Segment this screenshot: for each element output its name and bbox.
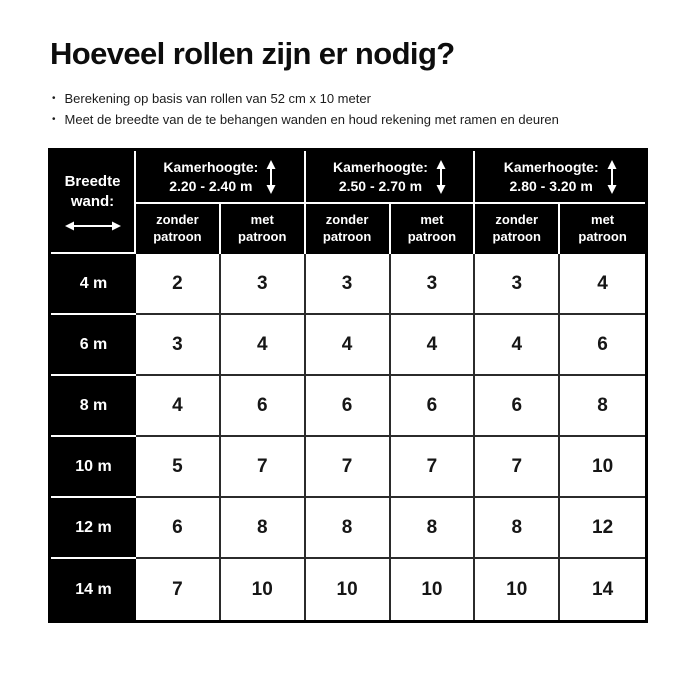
column-group-kamerhoogte-220-240: Kamerhoogte: 2.20 - 2.40 m	[136, 151, 306, 204]
table-cell: 6	[475, 376, 561, 437]
table-cell: 10	[475, 559, 561, 620]
table-cell: 6	[305, 376, 391, 437]
group-header-line2: 2.50 - 2.70 m	[338, 177, 423, 194]
group-header-text: Kamerhoogte: 2.20 - 2.40 m	[163, 158, 258, 194]
sub-header-zonder-patroon: zonder patroon	[305, 204, 391, 254]
table-cell: 3	[390, 254, 476, 315]
table-cell: 7	[475, 437, 561, 498]
group-header-text: Kamerhoogte: 2.50 - 2.70 m	[333, 158, 428, 194]
horizontal-double-arrow-icon	[64, 221, 121, 231]
table-cell: 7	[220, 437, 306, 498]
group-header-line1: Kamerhoogte:	[333, 159, 428, 176]
row-header: 8 m	[51, 376, 136, 437]
table-cell: 6	[220, 376, 306, 437]
column-group-kamerhoogte-250-270: Kamerhoogte: 2.50 - 2.70 m	[305, 151, 476, 204]
corner-header-line1: Breedte	[64, 173, 121, 190]
table-cell: 3	[220, 254, 306, 315]
group-header-line1: Kamerhoogte:	[503, 159, 599, 176]
row-header: 10 m	[51, 437, 136, 498]
group-header-line2: 2.80 - 3.20 m	[509, 177, 593, 194]
table-cell: 3	[305, 254, 391, 315]
vertical-double-arrow-icon	[607, 159, 617, 194]
table-cell: 14	[560, 559, 645, 620]
table-cell: 10	[305, 559, 391, 620]
table-cell: 4	[390, 315, 476, 376]
table-cell: 8	[560, 376, 645, 437]
bullet-icon: •	[52, 114, 56, 125]
row-header: 14 m	[51, 559, 136, 620]
bullet-text: Meet de breedte van de te behangen wande…	[64, 112, 559, 127]
table-cell: 10	[390, 559, 476, 620]
table-cell: 6	[560, 315, 645, 376]
table-cell: 7	[390, 437, 476, 498]
table-cell: 3	[475, 254, 561, 315]
table-cell: 2	[136, 254, 221, 315]
group-header-line1: Kamerhoogte:	[163, 159, 259, 176]
table-cell: 5	[136, 437, 221, 498]
table-cell: 7	[136, 559, 221, 620]
rolls-needed-table: Breedte wand: Kamerhoogte: 2.20 - 2.40 m	[48, 148, 648, 623]
sub-header-met-patroon: met patroon	[390, 204, 476, 254]
table-cell: 10	[560, 437, 645, 498]
table-cell: 4	[220, 315, 306, 376]
table-cell: 7	[305, 437, 391, 498]
group-header-text: Kamerhoogte: 2.80 - 3.20 m	[504, 158, 599, 194]
table-cell: 8	[390, 498, 476, 559]
vertical-double-arrow-icon	[436, 159, 446, 194]
page-title: Hoeveel rollen zijn er nodig?	[50, 36, 455, 71]
table-cell: 8	[220, 498, 306, 559]
bullet-text: Berekening op basis van rollen van 52 cm…	[64, 91, 371, 106]
sub-header-met-patroon: met patroon	[560, 204, 645, 254]
sub-header-met-patroon: met patroon	[220, 204, 306, 254]
table-cell: 4	[560, 254, 645, 315]
table-cell: 6	[136, 498, 221, 559]
table-cell: 10	[220, 559, 306, 620]
bullet-list: • Berekening op basis van rollen van 52 …	[52, 88, 559, 130]
table-cell: 8	[475, 498, 561, 559]
row-header: 6 m	[51, 315, 136, 376]
vertical-double-arrow-icon	[266, 159, 276, 194]
sub-header-zonder-patroon: zonder patroon	[136, 204, 221, 254]
bullet-item: • Meet de breedte van de te behangen wan…	[52, 109, 559, 130]
table-cell: 12	[560, 498, 645, 559]
column-group-kamerhoogte-280-320: Kamerhoogte: 2.80 - 3.20 m	[475, 151, 645, 204]
sub-header-zonder-patroon: zonder patroon	[475, 204, 561, 254]
corner-header-line2: wand:	[70, 192, 115, 210]
table-cell: 4	[305, 315, 391, 376]
table-cell: 8	[305, 498, 391, 559]
table-cell: 3	[136, 315, 221, 376]
corner-header-breedte-wand: Breedte wand:	[51, 151, 136, 254]
group-header-line2: 2.20 - 2.40 m	[169, 177, 253, 194]
table-cell: 4	[475, 315, 561, 376]
table-cell: 6	[390, 376, 476, 437]
row-header: 12 m	[51, 498, 136, 559]
bullet-icon: •	[52, 93, 56, 104]
bullet-item: • Berekening op basis van rollen van 52 …	[52, 88, 559, 109]
row-header: 4 m	[51, 254, 136, 315]
table-cell: 4	[136, 376, 221, 437]
